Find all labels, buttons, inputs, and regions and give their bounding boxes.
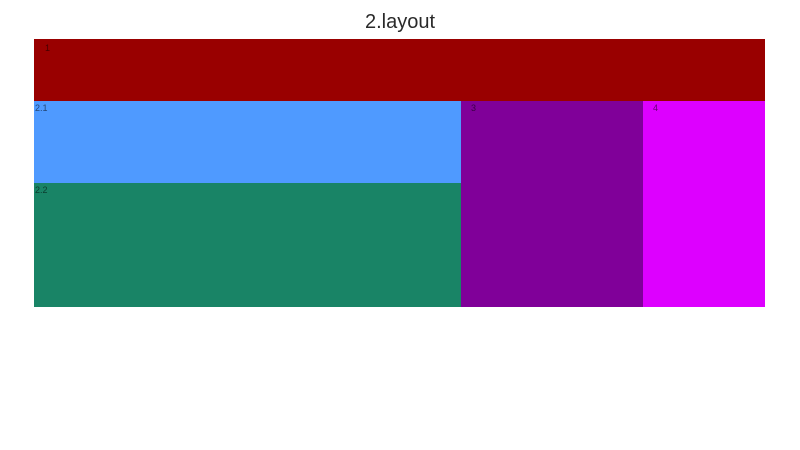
region-1: 1 bbox=[34, 39, 765, 101]
region-label: 1 bbox=[45, 43, 51, 53]
region-3: 3 bbox=[461, 101, 643, 307]
region-4: 4 bbox=[643, 101, 765, 307]
region-label: 2.2 bbox=[35, 185, 48, 195]
region-label: 2.1 bbox=[35, 103, 48, 113]
region-label: 3 bbox=[471, 103, 477, 113]
region-label: 4 bbox=[653, 103, 659, 113]
diagram-title: 2.layout bbox=[364, 11, 436, 33]
region-2-2: 2.2 bbox=[34, 183, 461, 307]
region-2-1: 2.1 bbox=[34, 101, 461, 183]
